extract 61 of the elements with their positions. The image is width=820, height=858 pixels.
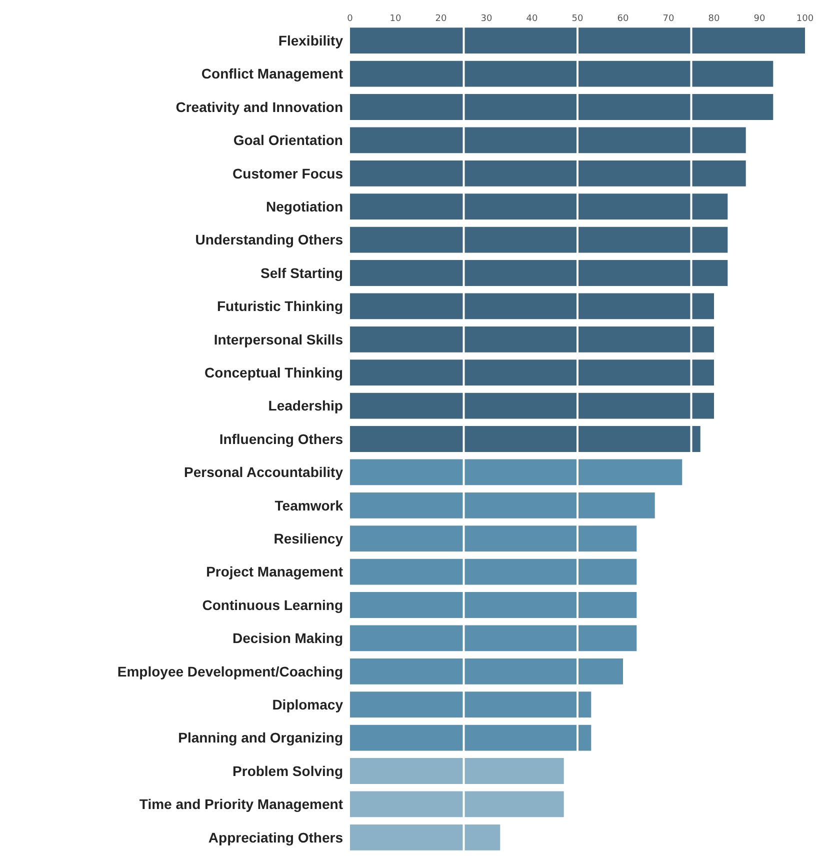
x-tick-label: 80: [708, 14, 720, 24]
bar: [350, 558, 637, 585]
x-tick-label: 90: [754, 14, 766, 24]
y-tick-label: Negotiation: [266, 198, 343, 214]
y-tick-label: Problem Solving: [232, 762, 343, 779]
bar: [350, 526, 637, 552]
y-tick-label: Influencing Others: [219, 430, 344, 447]
bar: [350, 194, 728, 220]
bar: [350, 127, 746, 154]
y-tick-label: Planning and Organizing: [178, 730, 343, 746]
bar: [350, 592, 637, 618]
bar: [350, 492, 655, 518]
y-tick-label: Employee Development/Coaching: [117, 663, 343, 680]
y-tick-label: Interpersonal Skills: [214, 331, 344, 348]
bar: [350, 392, 714, 419]
y-tick-label: Project Management: [206, 564, 344, 580]
y-tick-label: Flexibility: [278, 32, 344, 48]
x-tick-label: 0: [347, 14, 354, 24]
y-tick-label: Self Starting: [260, 264, 343, 281]
y-tick-label: Appreciating Others: [208, 829, 344, 846]
bar: [350, 824, 500, 850]
bar: [350, 94, 774, 120]
y-tick-label: Decision Making: [232, 630, 343, 646]
y-tick-label: Understanding Others: [195, 232, 344, 248]
y-tick-label: Conflict Management: [201, 66, 344, 82]
bar: [350, 758, 564, 784]
bar: [350, 625, 637, 652]
bar: [350, 226, 728, 253]
bar: [350, 260, 728, 286]
y-tick-label: Conceptual Thinking: [204, 364, 343, 380]
y-tick-label: Resiliency: [274, 530, 344, 546]
x-tick-label: 70: [662, 14, 674, 24]
y-tick-label: Diplomacy: [272, 696, 344, 712]
x-tick-label: 20: [435, 14, 447, 24]
y-tick-label: Teamwork: [274, 497, 344, 514]
bar: [350, 791, 564, 818]
x-tick-label: 60: [617, 14, 629, 24]
bar: [350, 360, 714, 386]
bar: [350, 658, 623, 684]
x-tick-label: 50: [572, 14, 584, 24]
bar: [350, 28, 805, 54]
x-tick-label: 10: [390, 14, 402, 24]
y-tick-label: Personal Accountability: [184, 464, 344, 480]
y-tick-label: Goal Orientation: [233, 132, 343, 148]
y-tick-label: Continuous Learning: [202, 596, 343, 613]
bar: [350, 724, 592, 751]
bar: [350, 326, 714, 352]
x-tick-label: 100: [796, 14, 814, 24]
y-tick-label: Time and Priority Management: [139, 796, 344, 812]
bar: [350, 160, 746, 186]
bar: [350, 692, 592, 718]
bar: [350, 293, 714, 320]
bar: [350, 426, 700, 452]
y-tick-label: Leadership: [268, 398, 343, 414]
x-tick-label: 30: [480, 14, 492, 24]
bar: [350, 60, 774, 87]
y-tick-label: Futuristic Thinking: [217, 298, 343, 314]
y-tick-label: Customer Focus: [232, 165, 344, 182]
x-tick-label: 40: [526, 14, 538, 24]
bar: [350, 459, 682, 486]
y-tick-label: Creativity and Innovation: [176, 98, 343, 115]
